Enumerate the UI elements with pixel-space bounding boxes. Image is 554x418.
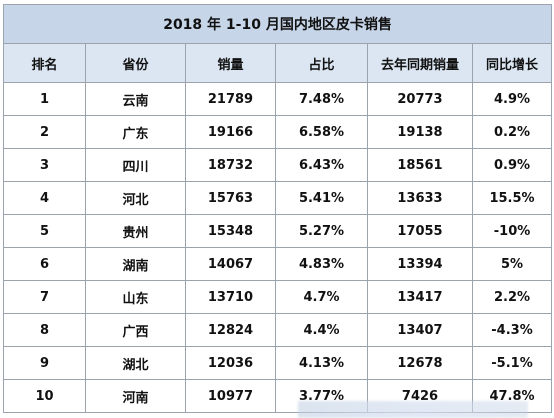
table-body: 1 云南 21789 7.48% 20773 4.9% 2 广东 19166 6.58% 19138… xyxy=(3,82,553,413)
table-row: 5 贵州 15348 5.27% 17055 -10% xyxy=(3,214,553,248)
cell-rank: 4 xyxy=(3,181,86,215)
table-row: 6 湖南 14067 4.83% 13394 5% xyxy=(3,247,553,281)
cell-province: 湖南 xyxy=(85,247,186,281)
table-row: 2 广东 19166 6.58% 19138 0.2% xyxy=(3,115,553,149)
cell-share: 4.83% xyxy=(275,247,368,281)
cell-last-year-sales: 19138 xyxy=(367,115,473,149)
cell-rank: 7 xyxy=(3,280,86,314)
cell-yoy-growth: -4.3% xyxy=(471,313,553,347)
cell-rank: 3 xyxy=(3,148,86,182)
cell-rank: 10 xyxy=(3,379,86,413)
header-sales: 销量 xyxy=(185,43,276,83)
cell-last-year-sales: 18561 xyxy=(367,148,473,182)
cell-province: 湖北 xyxy=(85,346,186,380)
cell-province: 广东 xyxy=(85,115,186,149)
cell-province: 云南 xyxy=(85,82,186,116)
table-title: 2018 年 1-10 月国内地区皮卡销售 xyxy=(2,4,553,44)
sales-table: 2018 年 1-10 月国内地区皮卡销售 排名 省份 销量 占比 去年同期销量… xyxy=(2,4,553,413)
cell-sales: 15763 xyxy=(185,181,276,215)
cell-sales: 15348 xyxy=(185,214,276,248)
cell-yoy-growth: -5.1% xyxy=(471,346,553,380)
cell-yoy-growth: 4.9% xyxy=(471,82,553,116)
header-province: 省份 xyxy=(85,43,186,83)
cell-province: 广西 xyxy=(85,313,186,347)
cell-share: 5.41% xyxy=(275,181,368,215)
cell-last-year-sales: 13417 xyxy=(367,280,473,314)
cell-yoy-growth: 2.2% xyxy=(471,280,553,314)
cell-share: 4.13% xyxy=(275,346,368,380)
cell-yoy-growth: 0.2% xyxy=(471,115,553,149)
cell-rank: 9 xyxy=(3,346,86,380)
table-row: 1 云南 21789 7.48% 20773 4.9% xyxy=(3,82,553,116)
cell-last-year-sales: 20773 xyxy=(367,82,473,116)
table-row: 3 四川 18732 6.43% 18561 0.9% xyxy=(3,148,553,182)
cell-sales: 14067 xyxy=(185,247,276,281)
cell-last-year-sales: 17055 xyxy=(367,214,473,248)
cell-yoy-growth: 47.8% xyxy=(471,379,553,413)
header-yoy-growth: 同比增长 xyxy=(471,43,553,83)
cell-province: 河南 xyxy=(85,379,186,413)
cell-share: 6.43% xyxy=(275,148,368,182)
title-row: 2018 年 1-10 月国内地区皮卡销售 xyxy=(2,4,553,44)
table-row: 8 广西 12824 4.4% 13407 -4.3% xyxy=(3,313,553,347)
cell-share: 4.7% xyxy=(275,280,368,314)
cell-rank: 1 xyxy=(3,82,86,116)
header-rank: 排名 xyxy=(3,43,86,83)
cell-yoy-growth: 5% xyxy=(471,247,553,281)
cell-rank: 6 xyxy=(3,247,86,281)
header-share: 占比 xyxy=(275,43,368,83)
table-row: 7 山东 13710 4.7% 13417 2.2% xyxy=(3,280,553,314)
cell-province: 山东 xyxy=(85,280,186,314)
table-row: 10 河南 10977 3.77% 7426 47.8% xyxy=(3,379,553,413)
cell-last-year-sales: 12678 xyxy=(367,346,473,380)
cell-rank: 8 xyxy=(3,313,86,347)
cell-province: 贵州 xyxy=(85,214,186,248)
cell-share: 4.4% xyxy=(275,313,368,347)
cell-sales: 18732 xyxy=(185,148,276,182)
cell-last-year-sales: 13394 xyxy=(367,247,473,281)
cell-yoy-growth: 0.9% xyxy=(471,148,553,182)
cell-sales: 13710 xyxy=(185,280,276,314)
cell-province: 四川 xyxy=(85,148,186,182)
cell-sales: 19166 xyxy=(185,115,276,149)
cell-last-year-sales: 13407 xyxy=(367,313,473,347)
cell-share: 7.48% xyxy=(275,82,368,116)
cell-yoy-growth: -10% xyxy=(471,214,553,248)
cell-sales: 10977 xyxy=(185,379,276,413)
table-row: 9 湖北 12036 4.13% 12678 -5.1% xyxy=(3,346,553,380)
cell-rank: 5 xyxy=(3,214,86,248)
cell-last-year-sales: 7426 xyxy=(367,379,473,413)
cell-share: 5.27% xyxy=(275,214,368,248)
cell-yoy-growth: 15.5% xyxy=(471,181,553,215)
cell-sales: 21789 xyxy=(185,82,276,116)
table-row: 4 河北 15763 5.41% 13633 15.5% xyxy=(3,181,553,215)
cell-share: 6.58% xyxy=(275,115,368,149)
header-row: 排名 省份 销量 占比 去年同期销量 同比增长 xyxy=(3,43,553,83)
cell-province: 河北 xyxy=(85,181,186,215)
cell-sales: 12824 xyxy=(185,313,276,347)
cell-sales: 12036 xyxy=(185,346,276,380)
cell-last-year-sales: 13633 xyxy=(367,181,473,215)
cell-share: 3.77% xyxy=(275,379,368,413)
header-last-year-sales: 去年同期销量 xyxy=(367,43,473,83)
cell-rank: 2 xyxy=(3,115,86,149)
